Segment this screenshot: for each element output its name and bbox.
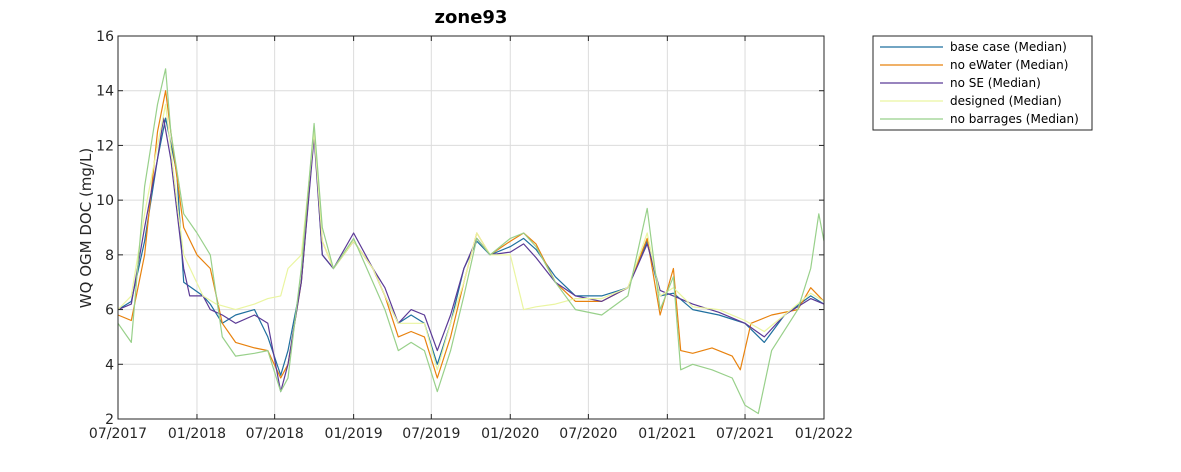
x-tick-label: 07/2017 bbox=[89, 426, 147, 442]
legend-label: no SE (Median) bbox=[950, 76, 1041, 90]
x-axis: 07/2017 01/2018 07/2018 01/2019 07/2019 01/20… bbox=[89, 36, 853, 442]
y-tick-label: 6 bbox=[105, 303, 114, 319]
legend-label: no eWater (Median) bbox=[950, 58, 1068, 72]
y-tick-label: 4 bbox=[105, 357, 114, 373]
y-tick-label: 10 bbox=[96, 193, 114, 209]
x-tick-label: 07/2021 bbox=[716, 426, 774, 442]
plot-area: 07/2017 01/2018 07/2018 01/2019 07/2019 01/20… bbox=[89, 29, 853, 442]
legend-label: base case (Median) bbox=[950, 40, 1067, 54]
x-tick-label: 01/2021 bbox=[638, 426, 696, 442]
plot-background bbox=[118, 36, 824, 419]
series-lines bbox=[117, 68, 825, 415]
series-line-5 bbox=[117, 68, 825, 415]
series-line-3 bbox=[117, 117, 825, 393]
plot-frame bbox=[117, 35, 825, 420]
y-axis: 2 4 6 8 10 12 14 16 bbox=[96, 29, 824, 428]
chart-title: zone93 bbox=[435, 7, 508, 28]
y-axis-label: WQ OGM DOC (mg/L) bbox=[77, 148, 95, 308]
y-tick-label: 8 bbox=[105, 248, 114, 264]
x-tick-label: 01/2019 bbox=[325, 426, 383, 442]
legend-label: no barrages (Median) bbox=[950, 112, 1079, 126]
x-tick-label: 01/2020 bbox=[481, 426, 539, 442]
series-line-1 bbox=[117, 117, 825, 376]
legend-label: designed (Median) bbox=[950, 94, 1062, 108]
x-tick-label: 07/2019 bbox=[402, 426, 460, 442]
y-tick-label: 16 bbox=[96, 29, 114, 45]
x-tick-label: 07/2020 bbox=[559, 426, 617, 442]
x-tick-label: 01/2018 bbox=[168, 426, 226, 442]
y-tick-label: 2 bbox=[105, 412, 114, 428]
y-tick-label: 14 bbox=[96, 84, 114, 100]
y-tick-label: 12 bbox=[96, 138, 114, 154]
series-line-2 bbox=[117, 90, 825, 379]
x-tick-label: 01/2022 bbox=[795, 426, 853, 442]
legend: base case (Median) no eWater (Median) no S… bbox=[872, 35, 1093, 131]
x-tick-label: 07/2018 bbox=[246, 426, 304, 442]
